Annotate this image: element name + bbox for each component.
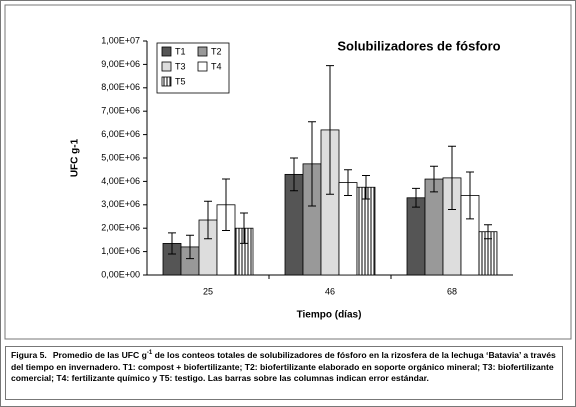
y-tick-label: 3,00E+06 <box>101 199 140 209</box>
caption-text: Promedio de las UFC g <box>52 350 147 360</box>
x-tick-label: 25 <box>203 286 213 296</box>
y-axis-title: UFC g-1 <box>70 138 81 177</box>
error-bar <box>204 200 212 240</box>
y-tick-label: 2,00E+06 <box>101 223 140 233</box>
x-tick-label: 68 <box>447 286 457 296</box>
legend-label: T4 <box>211 61 222 71</box>
y-tick-label: 6,00E+06 <box>101 129 140 139</box>
error-bar <box>430 165 438 193</box>
chart-title: Solubilizadores de fósforo <box>337 38 500 53</box>
bar <box>356 186 376 276</box>
x-axis-title: Tiempo (días) <box>297 310 362 321</box>
error-bar <box>222 178 230 232</box>
chart-frame <box>4 4 572 340</box>
error-bar <box>344 169 352 196</box>
caption-superscript: -1 <box>146 350 153 357</box>
caption-text: de los conteos totales de solubilizadore… <box>11 350 556 383</box>
caption: Figura 5. Promedio de las UFC g-1 de los … <box>5 346 563 400</box>
chart: Solubilizadores de fósforo Tiempo (días)… <box>4 4 572 340</box>
y-tick-label: 1,00E+06 <box>101 246 140 256</box>
bar <box>406 197 426 276</box>
error-bar <box>326 65 334 195</box>
error-bar <box>448 145 456 210</box>
error-bar <box>362 175 370 200</box>
y-tick-label: 0,00E+00 <box>101 269 140 279</box>
error-bar <box>484 224 492 240</box>
legend-swatch <box>197 46 208 57</box>
error-bar <box>466 171 474 220</box>
y-tick-label: 9,00E+06 <box>101 59 140 69</box>
error-bar <box>308 121 316 207</box>
x-tick-label: 46 <box>325 286 335 296</box>
legend-swatch <box>161 76 172 87</box>
bar <box>338 182 358 276</box>
caption-label: Figura 5. <box>11 350 47 360</box>
legend-label: T5 <box>175 76 186 86</box>
error-bar <box>290 157 298 192</box>
error-bar <box>240 212 248 244</box>
y-tick-label: 5,00E+06 <box>101 152 140 162</box>
legend-swatch <box>197 61 208 72</box>
legend-swatch <box>161 46 172 57</box>
y-tick-label: 1,00E+07 <box>101 35 140 45</box>
error-bar <box>412 187 420 208</box>
legend-label: T1 <box>175 46 186 56</box>
legend-label: T3 <box>175 61 186 71</box>
y-tick-label: 7,00E+06 <box>101 106 140 116</box>
bar <box>424 178 444 276</box>
y-tick-label: 8,00E+06 <box>101 82 140 92</box>
error-bar <box>186 234 194 260</box>
y-tick-label: 4,00E+06 <box>101 176 140 186</box>
legend-swatch <box>161 61 172 72</box>
error-bar <box>168 232 176 255</box>
legend-label: T2 <box>211 46 222 56</box>
